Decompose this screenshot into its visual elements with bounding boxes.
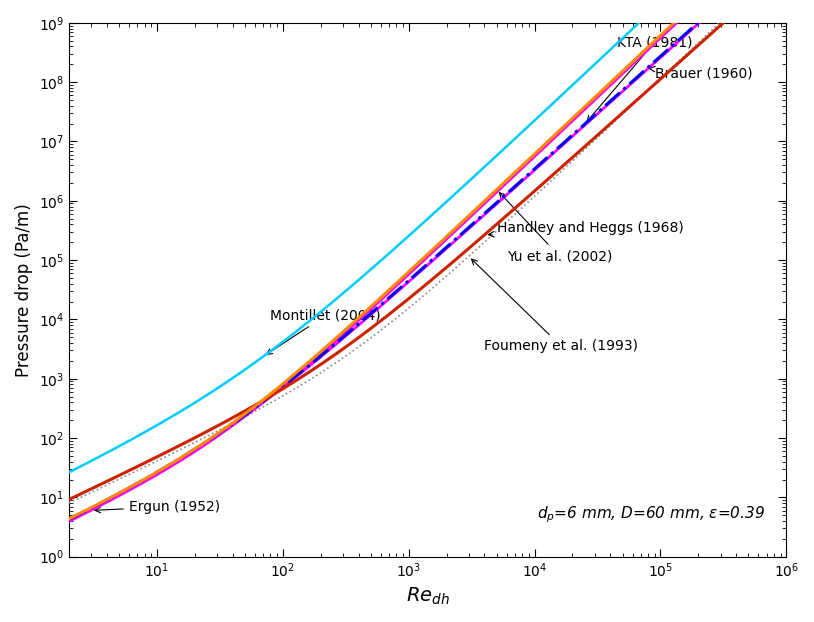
Text: Ergun (1952): Ergun (1952): [95, 499, 220, 514]
Text: Brauer (1960): Brauer (1960): [649, 67, 752, 80]
Text: $d_p$=6 mm, $D$=60 mm, $\varepsilon$=0.39: $d_p$=6 mm, $D$=60 mm, $\varepsilon$=0.3…: [537, 504, 765, 524]
X-axis label: $Re_{dh}$: $Re_{dh}$: [405, 586, 449, 607]
Y-axis label: Pressure drop (Pa/m): Pressure drop (Pa/m): [15, 203, 33, 376]
Text: Yu et al. (2002): Yu et al. (2002): [499, 193, 612, 263]
Text: Handley and Heggs (1968): Handley and Heggs (1968): [488, 221, 684, 237]
Text: KTA (1981): KTA (1981): [587, 35, 692, 121]
Text: Foumeny et al. (1993): Foumeny et al. (1993): [471, 259, 638, 353]
Text: Montillet (2004): Montillet (2004): [266, 309, 381, 355]
